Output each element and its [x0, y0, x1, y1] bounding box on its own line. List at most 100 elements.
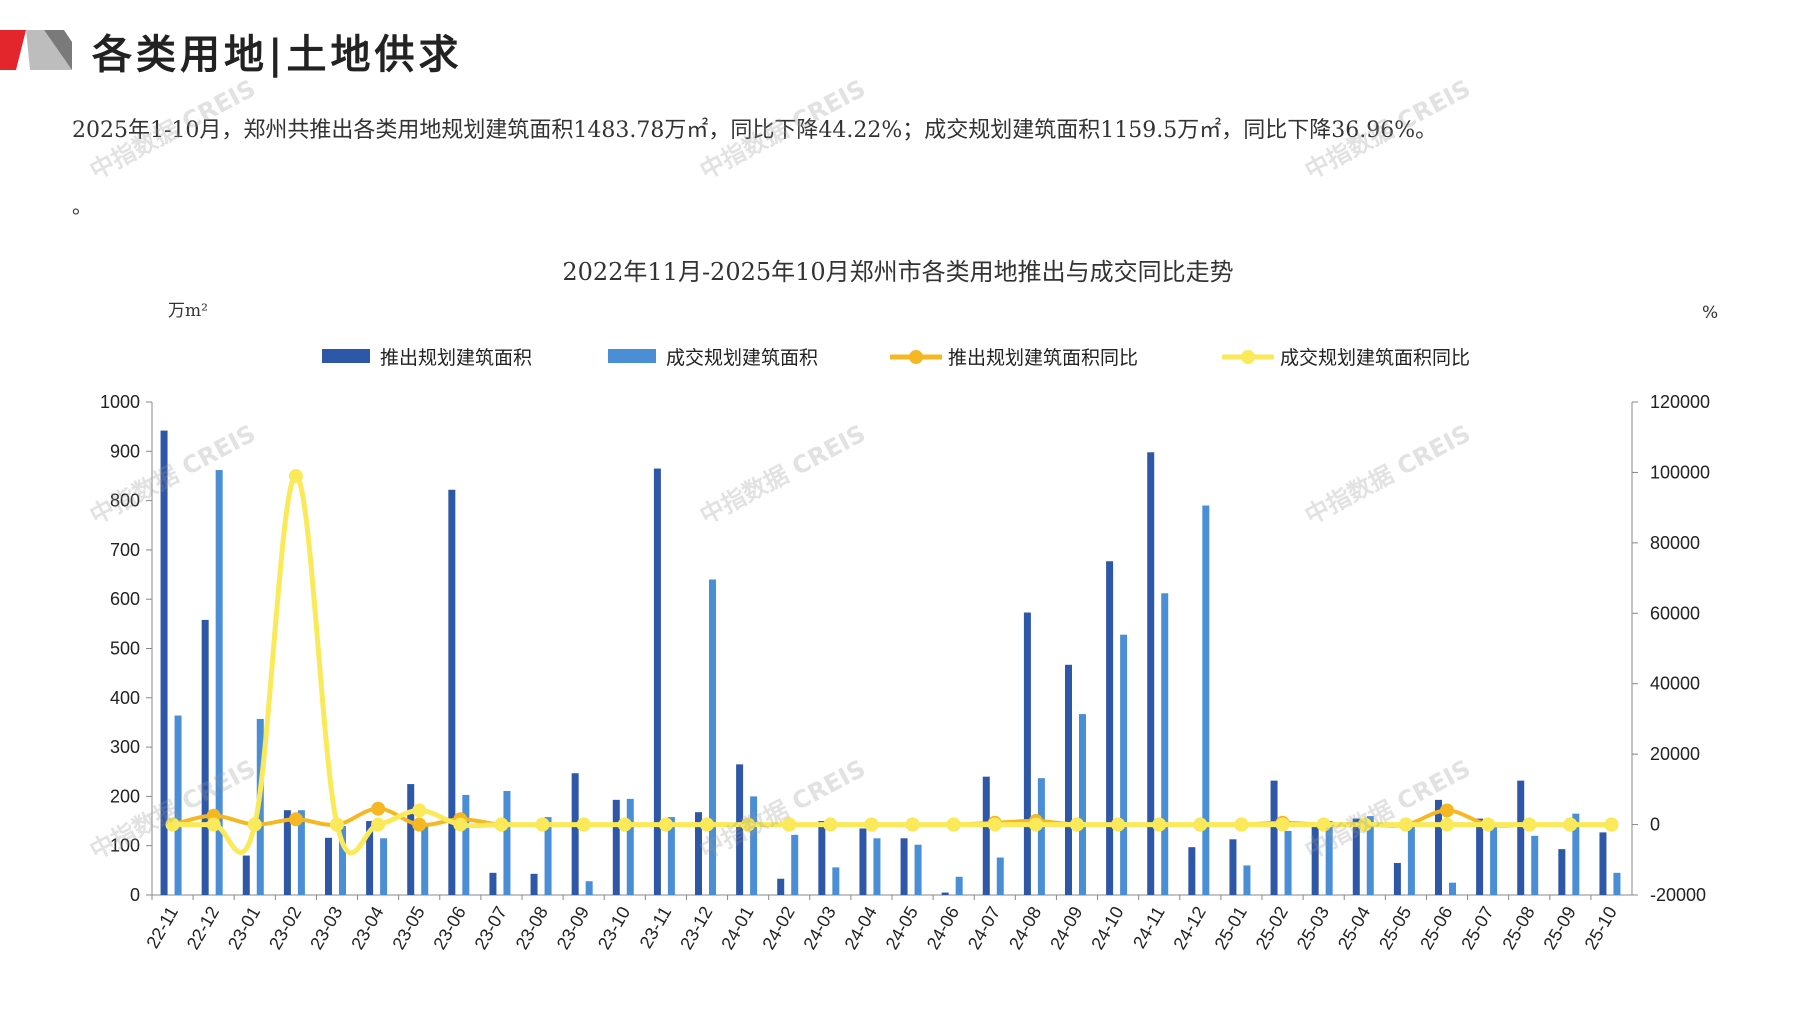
x-tick-label: 25-01	[1211, 903, 1251, 953]
deal-bar	[380, 838, 388, 895]
supply-bar	[242, 855, 250, 895]
deal-yoy-point	[165, 817, 180, 832]
y-right-tick-label: 100000	[1650, 462, 1710, 482]
x-tick-label: 24-07	[964, 903, 1004, 953]
deal-yoy-point	[741, 817, 756, 832]
deal-yoy-point	[1440, 817, 1454, 832]
supply-bar	[407, 784, 415, 895]
deal-yoy-point	[1028, 817, 1043, 832]
deal-bar	[626, 798, 634, 895]
y-left-tick-label: 100	[110, 836, 140, 856]
y-left-tick-label: 0	[130, 885, 140, 905]
deal-bar	[1531, 835, 1539, 895]
supply-bar	[777, 878, 785, 895]
supply-bar	[900, 838, 908, 895]
x-tick-label: 24-06	[923, 903, 963, 953]
deal-bar	[462, 794, 470, 895]
x-tick-label: 23-01	[224, 903, 264, 953]
y-left-tick-label: 500	[110, 639, 140, 659]
deal-yoy-point	[1398, 817, 1413, 832]
deal-yoy-point	[247, 817, 262, 832]
deal-yoy-point	[1604, 817, 1619, 832]
deal-yoy-point	[1316, 817, 1331, 832]
x-tick-label: 24-09	[1046, 903, 1086, 953]
x-tick-label: 25-05	[1375, 903, 1415, 953]
supply-yoy-point	[1440, 803, 1454, 818]
deal-bar	[503, 790, 511, 895]
y-left-tick-label: 400	[110, 688, 140, 708]
x-tick-label: 23-11	[636, 903, 676, 952]
supply-bar	[1270, 780, 1278, 895]
supply-bar	[695, 812, 702, 895]
x-tick-label: 25-04	[1334, 903, 1374, 953]
y-right-tick-label: 0	[1650, 815, 1660, 835]
brand-logo	[0, 30, 72, 70]
x-tick-label: 23-03	[306, 903, 346, 953]
supply-bar	[982, 776, 990, 895]
deal-bar	[1079, 714, 1086, 895]
y-right-tick-label: 60000	[1650, 603, 1700, 623]
deal-bar	[1284, 830, 1292, 895]
deal-bar	[1243, 865, 1251, 895]
deal-yoy-point	[617, 817, 632, 832]
legend-label: 成交规划建筑面积同比	[1280, 347, 1470, 369]
supply-bar	[1229, 839, 1237, 895]
supply-bar	[448, 489, 456, 895]
supply-bar	[1517, 780, 1525, 895]
x-tick-label: 23-07	[471, 903, 511, 953]
supply-bar	[1188, 847, 1196, 895]
deal-yoy-point	[535, 817, 550, 832]
deal-yoy-point	[1234, 817, 1249, 832]
deal-bar	[1407, 823, 1415, 895]
supply-bar	[736, 764, 744, 895]
legend-label: 推出规划建筑面积	[380, 347, 532, 369]
x-tick-label: 23-08	[512, 903, 552, 953]
supply-bar	[1106, 561, 1114, 895]
deal-yoy-point	[1275, 817, 1290, 832]
x-tick-label: 22-12	[183, 903, 223, 953]
supply-bar	[571, 773, 579, 895]
chart-title: 2022年11月-2025年10月郑州市各类用地推出与成交同比走势	[562, 258, 1233, 286]
legend-marker	[909, 350, 923, 364]
supply-yoy-point	[288, 812, 303, 827]
legend-marker	[1241, 350, 1255, 364]
deal-bar	[791, 834, 799, 895]
x-tick-label: 23-09	[553, 903, 593, 953]
x-tick-label: 24-04	[841, 903, 881, 953]
legend-swatch	[322, 349, 370, 363]
deal-bar	[174, 715, 182, 895]
deal-yoy-point	[1070, 817, 1084, 832]
supply-bar	[1558, 849, 1566, 895]
deal-yoy-point	[1357, 817, 1372, 832]
y-left-tick-label: 300	[110, 737, 140, 757]
x-tick-label: 25-06	[1416, 903, 1456, 953]
deal-yoy-point	[658, 817, 673, 832]
deal-yoy-point	[1563, 817, 1578, 832]
x-tick-label: 24-12	[1169, 903, 1209, 953]
supply-bar	[1393, 862, 1401, 895]
x-tick-label: 23-06	[429, 903, 469, 953]
deal-bar	[544, 817, 552, 895]
supply-bar	[859, 828, 867, 895]
x-tick-label: 22-11	[142, 903, 182, 952]
deal-bar	[873, 838, 881, 895]
deal-yoy-point	[1193, 817, 1208, 832]
deal-bar	[1366, 816, 1374, 895]
y-left-unit: 万m²	[168, 301, 208, 321]
deal-bar	[1613, 872, 1621, 895]
deal-yoy-point	[1111, 817, 1126, 832]
deal-yoy-point	[1152, 817, 1167, 832]
x-tick-label: 24-08	[1005, 903, 1045, 953]
supply-bar	[325, 837, 332, 895]
x-tick-label: 23-10	[594, 903, 634, 953]
y-right-tick-label: -20000	[1650, 885, 1706, 905]
x-tick-label: 23-12	[676, 903, 716, 953]
deal-bar	[1325, 821, 1333, 895]
x-tick-label: 24-05	[882, 903, 922, 953]
supply-bar	[201, 619, 209, 895]
deal-bar	[914, 844, 922, 895]
x-tick-label: 25-07	[1457, 903, 1497, 953]
supply-bar	[160, 430, 168, 895]
deal-bar	[996, 857, 1004, 895]
